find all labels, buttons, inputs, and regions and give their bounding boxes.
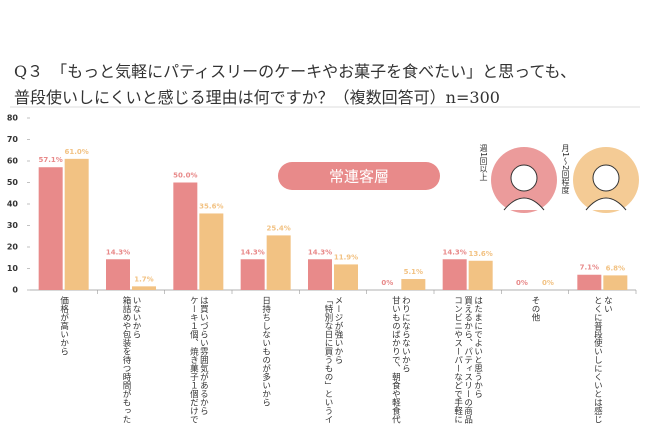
bar	[308, 259, 332, 290]
icon-face	[592, 164, 620, 192]
value-label: 11.9%	[334, 253, 358, 261]
x-tick-label: ケーキ１個、焼き菓子１個だけでは買いづらい雰囲気があるから	[188, 296, 209, 424]
value-label: 50.0%	[173, 172, 197, 180]
x-tick-label: 日持ちしないものが多いから	[260, 296, 271, 407]
value-label: 0%	[516, 279, 528, 287]
annotation: 常連客層	[329, 168, 389, 186]
value-label: 14.3%	[106, 248, 130, 256]
bar	[577, 274, 602, 290]
x-tick-label: その他	[530, 296, 540, 322]
y-tick-label: 0	[12, 286, 18, 295]
legend-label: 月1～2回程度	[561, 144, 570, 195]
y-tick-label: 50	[7, 178, 19, 187]
y-tick-label: 40	[7, 200, 19, 209]
value-label: 35.6%	[199, 202, 223, 210]
x-tick-label: 箱詰めや包装を待つ時間がもったいないから	[121, 296, 141, 424]
y-tick-label: 30	[7, 221, 19, 230]
x-tick-label: 価格が高いから	[58, 296, 69, 356]
value-label: 14.3%	[308, 248, 332, 256]
bar	[334, 264, 358, 290]
bar	[603, 275, 628, 290]
value-label: 25.4%	[267, 224, 291, 232]
bar	[106, 259, 130, 290]
bar	[173, 182, 198, 290]
value-label: 14.3%	[443, 248, 467, 256]
icon-body	[503, 197, 545, 211]
bar	[401, 279, 426, 290]
x-tick-label: コンビニやスーパーなどで手軽に買えるから、パティスリーの商品はたまにでよいと思う…	[452, 296, 483, 424]
bar	[64, 158, 89, 290]
bar	[468, 260, 493, 290]
x-tick-label: 「特別な日に買うもの」というイメージが強いから	[323, 296, 343, 424]
x-tick-label: とくに普段使いしにくいとは感じない	[592, 296, 613, 424]
icon-face	[510, 164, 538, 192]
icon-body	[585, 197, 627, 211]
value-label: 7.1%	[580, 264, 599, 272]
bar	[199, 213, 224, 290]
value-label: 0%	[381, 279, 393, 287]
value-label: 13.6%	[469, 250, 493, 258]
value-label: 57.1%	[39, 156, 63, 164]
y-tick-label: 10	[7, 264, 19, 273]
value-label: 14.3%	[241, 248, 265, 256]
bar	[240, 259, 265, 290]
value-label: 1.7%	[134, 275, 153, 283]
value-label: 5.1%	[404, 268, 423, 276]
y-tick-label: 70	[7, 135, 19, 144]
value-label: 6.8%	[606, 264, 625, 272]
legend-label: 週1回以上	[479, 144, 488, 182]
annotation-pill	[278, 162, 440, 190]
bar	[442, 259, 467, 290]
bar	[266, 235, 291, 290]
y-tick-label: 80	[7, 114, 19, 123]
chart-subtitle: 普段使いしにくいと感じる理由は何ですか？（複数回答可）n=300	[14, 88, 500, 107]
y-tick-label: 60	[7, 157, 19, 166]
bar	[132, 286, 156, 290]
x-tick-label: 甘いものばかりで、朝食や軽食代わりにならないから	[390, 296, 411, 424]
value-label: 0%	[542, 279, 554, 287]
y-tick-label: 20	[7, 243, 19, 252]
value-label: 61.0%	[65, 148, 89, 156]
bar	[38, 167, 63, 290]
chart-title: Q３ 「もっと気軽にパティスリーのケーキやお菓子を食べたい」と思っても、	[14, 62, 577, 81]
